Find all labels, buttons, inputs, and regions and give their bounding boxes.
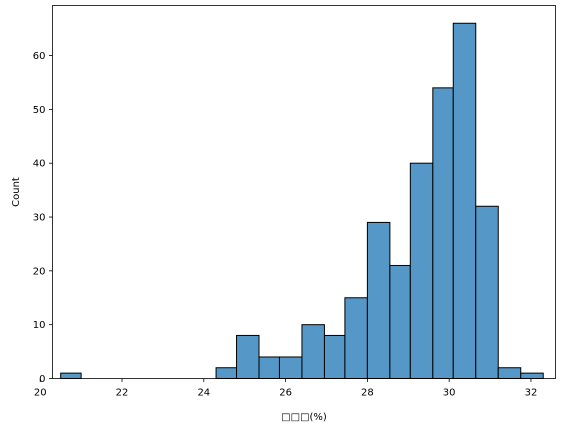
histogram-bar xyxy=(497,367,522,379)
histogram-bar xyxy=(475,205,499,379)
histogram-bar xyxy=(432,87,454,379)
histogram-bar xyxy=(60,372,82,380)
histogram-bar xyxy=(389,264,411,379)
x-axis-ticks: 20 22 24 26 28 30 32 xyxy=(34,378,538,399)
x-tick-label: 28 xyxy=(361,388,374,399)
histogram-bar xyxy=(323,334,346,379)
histogram-bars xyxy=(60,22,544,380)
histogram-bar xyxy=(301,324,325,380)
y-tick-label: 20 xyxy=(33,266,46,277)
x-tick-label: 24 xyxy=(197,388,210,399)
histogram-bar xyxy=(258,356,280,380)
y-tick-label: 50 xyxy=(33,105,46,116)
y-axis-ticks: 0 10 20 30 40 50 60 xyxy=(33,51,53,385)
histogram-bar xyxy=(452,22,477,380)
y-tick-label: 30 xyxy=(33,213,46,224)
y-tick-label: 40 xyxy=(33,159,46,170)
histogram-bar xyxy=(236,334,260,379)
plot-frame xyxy=(52,5,556,379)
histogram-bar xyxy=(215,367,238,379)
histogram-bar xyxy=(278,356,303,380)
x-tick-label: 30 xyxy=(443,388,456,399)
y-axis-label: Count xyxy=(11,177,22,207)
x-tick-label: 32 xyxy=(525,388,538,399)
histogram-bar xyxy=(366,221,391,379)
y-tick-label: 10 xyxy=(33,320,46,331)
x-tick-label: 26 xyxy=(279,388,292,399)
histogram-bar xyxy=(520,372,544,380)
x-tick-label: 22 xyxy=(116,388,129,399)
histogram-bar xyxy=(409,162,434,379)
histogram-bar xyxy=(344,297,368,379)
y-tick-label: 0 xyxy=(39,374,45,385)
x-tick-label: 20 xyxy=(34,388,47,399)
y-tick-label: 60 xyxy=(33,51,46,62)
x-axis-label: □□□(%) xyxy=(281,412,327,423)
